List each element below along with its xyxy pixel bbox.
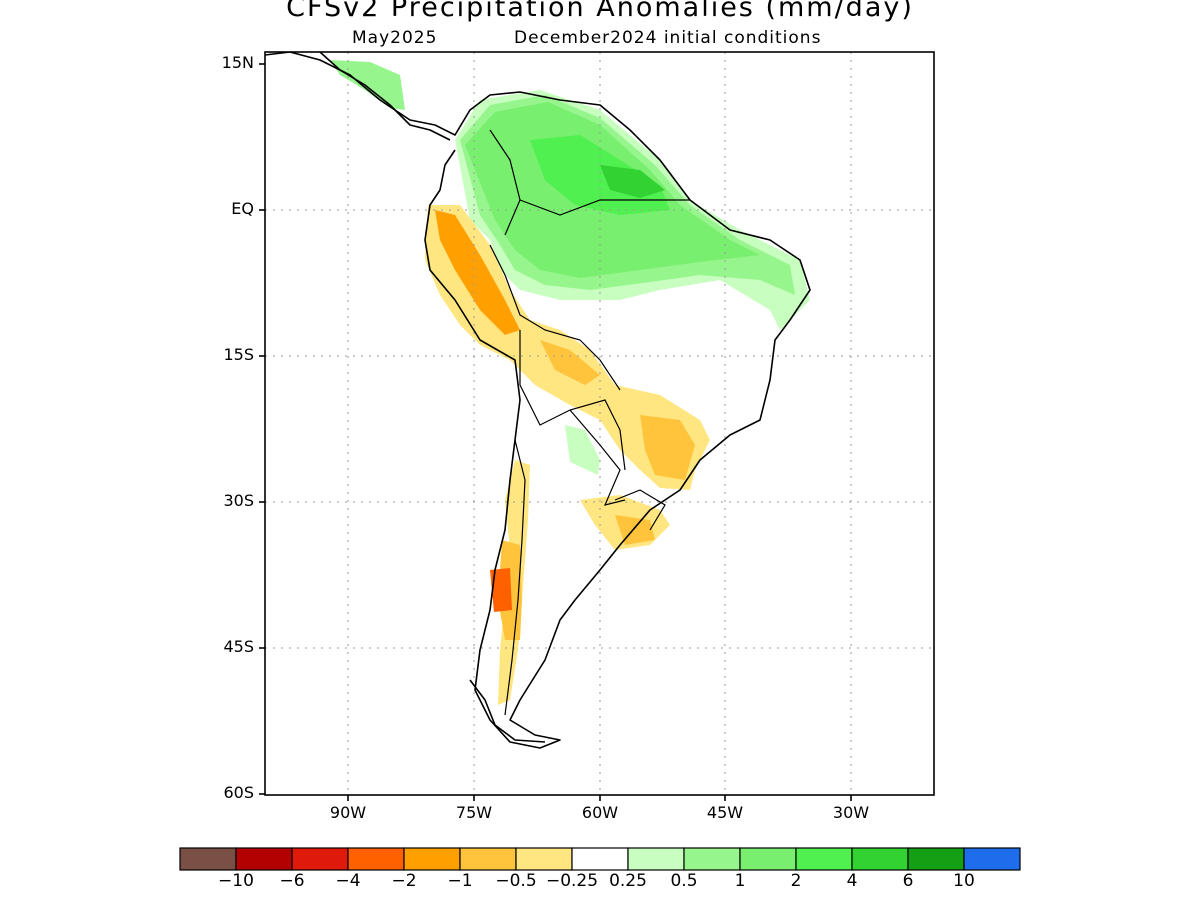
colorbar-swatch bbox=[571, 847, 629, 871]
colorbar-label: 1 bbox=[734, 871, 746, 891]
forecast-month: May2025 bbox=[352, 28, 438, 48]
anomaly-bolivia-orange bbox=[540, 340, 600, 385]
colorbar-label: 0.25 bbox=[609, 871, 647, 891]
patagonia-islands bbox=[469, 679, 546, 743]
colorbar-label: −4 bbox=[335, 871, 361, 891]
colorbar-swatch bbox=[347, 847, 405, 871]
anomaly-uruguay-orange bbox=[615, 515, 655, 545]
colorbar-label: −0.25 bbox=[545, 871, 599, 891]
colorbar-label: −1 bbox=[447, 871, 473, 891]
lat-label-15s: 15S bbox=[223, 345, 254, 364]
colorbar-swatch bbox=[907, 847, 965, 871]
colorbar-swatch bbox=[403, 847, 461, 871]
colorbar-label: 6 bbox=[902, 871, 914, 891]
lon-label-30w: 30W bbox=[832, 803, 870, 822]
colorbar-label: 10 bbox=[953, 871, 975, 891]
country-borders bbox=[489, 129, 690, 716]
colorbar-swatch bbox=[515, 847, 573, 871]
colorbar-label: 0.5 bbox=[670, 871, 698, 891]
colorbar-swatch bbox=[683, 847, 741, 871]
lon-label-60w: 60W bbox=[581, 803, 619, 822]
colorbar-swatch bbox=[795, 847, 853, 871]
colorbar-swatch bbox=[851, 847, 909, 871]
colorbar-label: 4 bbox=[846, 871, 858, 891]
lat-label-45s: 45S bbox=[223, 637, 254, 656]
lat-label-15n: 15N bbox=[221, 53, 254, 72]
colorbar-swatch bbox=[627, 847, 685, 871]
lon-label-90w: 90W bbox=[329, 803, 367, 822]
anomaly-central-america bbox=[330, 60, 405, 110]
border-peru-brazil bbox=[489, 244, 621, 391]
central-america-coastline bbox=[319, 52, 451, 141]
colorbar-swatch bbox=[235, 847, 293, 871]
border-argentina-chile bbox=[504, 439, 526, 716]
anomaly-chile-red bbox=[490, 568, 512, 612]
colorbar-label: −6 bbox=[279, 871, 305, 891]
border-colombia-venezuela bbox=[489, 129, 521, 236]
south-america-coastline bbox=[265, 52, 811, 749]
colorbar-label: −2 bbox=[391, 871, 417, 891]
lat-label-eq: EQ bbox=[231, 199, 254, 218]
colorbar-label: −10 bbox=[218, 871, 254, 891]
colorbar-label: −0.5 bbox=[495, 871, 537, 891]
lat-label-30s: 30S bbox=[223, 491, 254, 510]
initial-conditions: December2024 initial conditions bbox=[514, 28, 822, 48]
colorbar-swatch bbox=[179, 847, 237, 871]
colorbar-swatch bbox=[739, 847, 797, 871]
anomaly-chaco-green bbox=[565, 425, 600, 475]
border-uruguay bbox=[614, 489, 666, 531]
lat-label-60s: 60S bbox=[223, 783, 254, 802]
anomaly-green-dark bbox=[600, 165, 665, 198]
anomaly-andes-yellow bbox=[425, 205, 710, 490]
lon-label-75w: 75W bbox=[455, 803, 493, 822]
axis-ticks bbox=[259, 63, 852, 801]
colorbar-swatch bbox=[291, 847, 349, 871]
border-paraguay bbox=[569, 409, 626, 506]
colorbar-swatch bbox=[963, 847, 1021, 871]
anomaly-andes-orange bbox=[435, 210, 520, 335]
colorbar-label: 2 bbox=[790, 871, 802, 891]
chart-title: CFSv2 Precipitation Anomalies (mm/day) bbox=[286, 0, 914, 23]
coastlines bbox=[265, 52, 811, 749]
colorbar bbox=[179, 847, 1021, 871]
colorbar-swatch bbox=[459, 847, 517, 871]
border-brazil-north bbox=[519, 199, 690, 216]
anomaly-brazil-orange bbox=[640, 415, 695, 480]
anomaly-fields bbox=[330, 60, 810, 705]
lon-label-45w: 45W bbox=[706, 803, 744, 822]
